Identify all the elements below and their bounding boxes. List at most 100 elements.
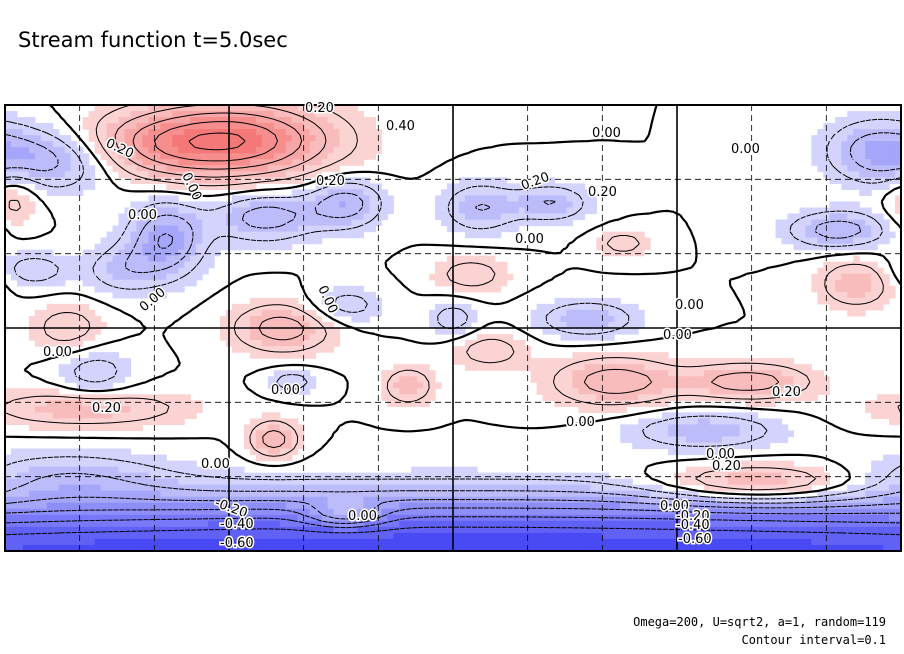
field-cell bbox=[799, 508, 807, 516]
field-cell bbox=[560, 514, 568, 522]
field-cell bbox=[34, 249, 42, 257]
field-cell bbox=[859, 297, 866, 305]
field-cell bbox=[584, 207, 591, 215]
field-cell bbox=[333, 297, 341, 305]
field-cell bbox=[267, 442, 275, 450]
field-cell bbox=[64, 460, 72, 468]
field-cell bbox=[853, 165, 860, 172]
field-cell bbox=[512, 213, 520, 221]
field-cell bbox=[285, 123, 293, 130]
field-cell bbox=[148, 478, 155, 486]
field-cell bbox=[249, 340, 257, 347]
field-cell bbox=[267, 508, 275, 516]
field-cell bbox=[70, 460, 78, 468]
field-cell bbox=[476, 279, 484, 287]
field-cell bbox=[208, 249, 215, 257]
field-cell bbox=[596, 484, 603, 492]
field-cell bbox=[94, 508, 102, 516]
field-cell bbox=[381, 394, 388, 401]
field-cell bbox=[142, 231, 149, 239]
field-cell bbox=[464, 340, 472, 347]
field-cell bbox=[447, 273, 454, 281]
field-cell bbox=[632, 382, 639, 389]
field-cell bbox=[291, 171, 299, 178]
field-cell bbox=[859, 309, 866, 317]
field-cell bbox=[506, 364, 514, 371]
field-cell bbox=[297, 340, 305, 347]
field-cell bbox=[542, 303, 550, 311]
field-cell bbox=[327, 346, 335, 353]
field-cell bbox=[447, 255, 454, 263]
field-cell bbox=[500, 267, 508, 275]
field-cell bbox=[656, 514, 663, 522]
field-cell bbox=[458, 201, 466, 209]
field-cell bbox=[345, 490, 353, 498]
field-cell bbox=[602, 249, 609, 257]
field-cell bbox=[220, 159, 227, 166]
field-cell bbox=[847, 207, 854, 215]
field-cell bbox=[781, 460, 789, 468]
field-cell bbox=[333, 213, 341, 221]
field-cell bbox=[381, 195, 388, 203]
field-cell bbox=[291, 382, 299, 389]
field-cell bbox=[548, 201, 556, 209]
field-cell bbox=[10, 484, 18, 492]
field-cell bbox=[303, 328, 311, 335]
field-cell bbox=[303, 346, 311, 353]
field-cell bbox=[865, 297, 872, 305]
field-cell bbox=[112, 129, 120, 136]
field-cell bbox=[273, 123, 281, 130]
field-cell bbox=[799, 484, 807, 492]
field-cell bbox=[52, 141, 60, 148]
field-cell bbox=[662, 424, 669, 432]
field-cell bbox=[267, 201, 275, 209]
field-cell bbox=[476, 472, 484, 480]
field-cell bbox=[417, 466, 424, 474]
field-cell bbox=[178, 514, 185, 522]
field-cell bbox=[261, 334, 269, 341]
field-cell bbox=[106, 478, 114, 486]
field-cell bbox=[34, 129, 42, 136]
field-cell bbox=[273, 315, 281, 323]
field-cell bbox=[130, 201, 138, 209]
field-cell bbox=[596, 490, 603, 498]
field-cell bbox=[644, 430, 651, 438]
field-cell bbox=[709, 496, 717, 504]
field-cell bbox=[285, 346, 293, 353]
field-cell bbox=[847, 514, 854, 522]
field-cell bbox=[112, 111, 120, 118]
field-cell bbox=[154, 472, 161, 480]
field-cell bbox=[34, 315, 42, 323]
field-cell bbox=[685, 478, 693, 486]
field-cell bbox=[542, 484, 550, 492]
field-cell bbox=[608, 321, 615, 329]
field-cell bbox=[261, 213, 269, 221]
field-cell bbox=[136, 478, 143, 486]
field-cell bbox=[190, 472, 197, 480]
field-cell bbox=[345, 135, 353, 142]
field-cell bbox=[52, 303, 60, 311]
field-cell bbox=[739, 502, 747, 510]
field-cell bbox=[578, 321, 586, 329]
field-cell bbox=[805, 382, 812, 389]
field-cell bbox=[470, 472, 478, 480]
field-cell bbox=[22, 472, 30, 480]
field-cell bbox=[482, 231, 490, 239]
field-cell bbox=[482, 213, 490, 221]
field-cell bbox=[166, 394, 173, 401]
field-cell bbox=[817, 376, 824, 383]
field-cell bbox=[273, 165, 281, 172]
field-cell bbox=[237, 219, 245, 227]
field-cell bbox=[94, 279, 102, 287]
field-cell bbox=[841, 147, 848, 154]
field-cell bbox=[231, 123, 239, 130]
field-cell bbox=[190, 207, 197, 215]
field-cell bbox=[82, 117, 90, 124]
field-cell bbox=[351, 141, 359, 148]
field-cell bbox=[847, 520, 854, 528]
field-cell bbox=[279, 213, 287, 221]
field-cell bbox=[596, 237, 603, 245]
field-cell bbox=[781, 237, 789, 245]
field-cell bbox=[190, 484, 197, 492]
field-cell bbox=[279, 147, 287, 154]
